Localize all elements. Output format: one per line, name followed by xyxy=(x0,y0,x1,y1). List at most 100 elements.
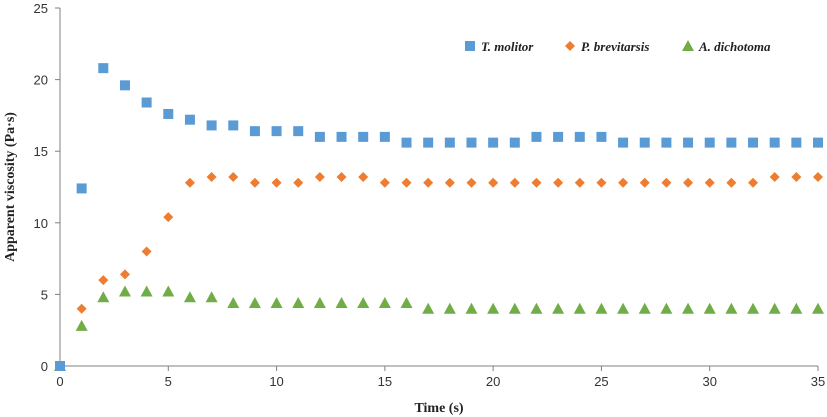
data-point-a-dichotoma xyxy=(335,296,348,308)
data-point-p-brevitarsis xyxy=(141,246,152,257)
data-point-t-molitor xyxy=(141,97,152,108)
data-point-t-molitor xyxy=(791,137,802,148)
data-point-t-molitor xyxy=(293,126,304,137)
data-point-p-brevitarsis xyxy=(119,269,130,280)
data-point-p-brevitarsis xyxy=(791,171,802,182)
data-point-p-brevitarsis xyxy=(423,177,434,188)
data-point-a-dichotoma xyxy=(270,296,283,308)
data-point-t-molitor xyxy=(509,137,520,148)
data-point-a-dichotoma xyxy=(97,291,110,303)
data-point-t-molitor xyxy=(271,126,282,137)
data-point-p-brevitarsis xyxy=(488,177,499,188)
data-point-t-molitor xyxy=(55,361,65,371)
data-point-t-molitor xyxy=(163,108,174,119)
data-point-a-dichotoma xyxy=(75,319,88,331)
data-point-t-molitor xyxy=(704,137,715,148)
x-tick-label: 15 xyxy=(378,374,392,389)
data-point-p-brevitarsis xyxy=(661,177,672,188)
data-point-p-brevitarsis xyxy=(271,177,282,188)
x-tick-label: 10 xyxy=(269,374,283,389)
data-point-a-dichotoma xyxy=(747,302,760,314)
data-point-t-molitor xyxy=(531,131,542,142)
data-point-t-molitor xyxy=(444,137,455,148)
data-point-a-dichotoma xyxy=(443,302,456,314)
data-point-t-molitor xyxy=(574,131,585,142)
data-point-a-dichotoma xyxy=(227,296,240,308)
data-point-a-dichotoma xyxy=(357,296,370,308)
data-point-t-molitor xyxy=(769,137,780,148)
data-point-p-brevitarsis xyxy=(336,171,347,182)
data-point-a-dichotoma xyxy=(508,302,521,314)
data-point-a-dichotoma xyxy=(725,302,738,314)
data-point-p-brevitarsis xyxy=(249,177,260,188)
data-point-a-dichotoma xyxy=(162,285,175,297)
data-point-a-dichotoma xyxy=(465,302,478,314)
data-point-t-molitor xyxy=(813,137,823,148)
data-point-a-dichotoma xyxy=(703,302,716,314)
data-point-a-dichotoma xyxy=(768,302,781,314)
data-point-a-dichotoma xyxy=(118,285,131,297)
data-point-a-dichotoma xyxy=(617,302,630,314)
data-point-t-molitor xyxy=(228,120,239,131)
legend-marker-t-molitor xyxy=(465,41,475,51)
data-point-p-brevitarsis xyxy=(639,177,650,188)
y-tick-label: 5 xyxy=(41,287,48,302)
data-point-t-molitor xyxy=(639,137,650,148)
data-point-a-dichotoma xyxy=(205,291,218,303)
x-tick-label: 0 xyxy=(56,374,63,389)
data-point-t-molitor xyxy=(553,131,564,142)
data-point-a-dichotoma xyxy=(595,302,608,314)
data-point-p-brevitarsis xyxy=(531,177,542,188)
data-point-t-molitor xyxy=(76,183,87,194)
data-point-p-brevitarsis xyxy=(618,177,629,188)
data-point-a-dichotoma xyxy=(812,302,824,314)
data-point-p-brevitarsis xyxy=(228,171,239,182)
y-axis-label: Apparent viscosity (Pa·s) xyxy=(3,112,18,262)
data-point-p-brevitarsis xyxy=(163,212,174,223)
data-point-t-molitor xyxy=(358,131,369,142)
x-tick-label: 5 xyxy=(165,374,172,389)
data-point-a-dichotoma xyxy=(573,302,586,314)
data-point-a-dichotoma xyxy=(313,296,326,308)
data-point-p-brevitarsis xyxy=(509,177,520,188)
data-point-p-brevitarsis xyxy=(76,303,87,314)
legend-label-a-dichotoma: A. dichotoma xyxy=(698,39,771,54)
data-point-p-brevitarsis xyxy=(726,177,737,188)
data-point-t-molitor xyxy=(726,137,737,148)
data-point-t-molitor xyxy=(596,131,607,142)
x-axis-label: Time (s) xyxy=(414,401,463,416)
data-point-a-dichotoma xyxy=(140,285,153,297)
data-point-p-brevitarsis xyxy=(401,177,412,188)
data-point-p-brevitarsis xyxy=(813,171,823,182)
data-point-p-brevitarsis xyxy=(553,177,564,188)
legend-marker-a-dichotoma xyxy=(682,40,694,51)
x-ticks: 0 5 10 15 20 25 30 35 xyxy=(56,366,825,389)
data-point-p-brevitarsis xyxy=(379,177,390,188)
legend: T. molitor P. brevitarsis A. dichotoma xyxy=(465,39,771,54)
data-point-t-molitor xyxy=(423,137,434,148)
data-point-a-dichotoma xyxy=(790,302,803,314)
legend-label-p-brevitarsis: P. brevitarsis xyxy=(581,39,649,54)
data-point-t-molitor xyxy=(98,63,109,74)
data-point-a-dichotoma xyxy=(183,291,196,303)
data-point-a-dichotoma xyxy=(530,302,543,314)
data-point-t-molitor xyxy=(401,137,412,148)
data-point-a-dichotoma xyxy=(487,302,500,314)
data-point-t-molitor xyxy=(748,137,759,148)
y-tick-label: 15 xyxy=(34,144,48,159)
data-point-t-molitor xyxy=(618,137,629,148)
data-point-a-dichotoma xyxy=(682,302,695,314)
x-tick-label: 35 xyxy=(811,374,825,389)
data-point-p-brevitarsis xyxy=(574,177,585,188)
data-point-a-dichotoma xyxy=(552,302,565,314)
data-point-a-dichotoma xyxy=(248,296,261,308)
data-point-t-molitor xyxy=(488,137,499,148)
data-point-t-molitor xyxy=(184,114,195,125)
data-point-a-dichotoma xyxy=(660,302,673,314)
data-point-p-brevitarsis xyxy=(769,171,780,182)
data-point-p-brevitarsis xyxy=(444,177,455,188)
data-point-a-dichotoma xyxy=(378,296,391,308)
data-point-p-brevitarsis xyxy=(184,177,195,188)
data-point-p-brevitarsis xyxy=(293,177,304,188)
